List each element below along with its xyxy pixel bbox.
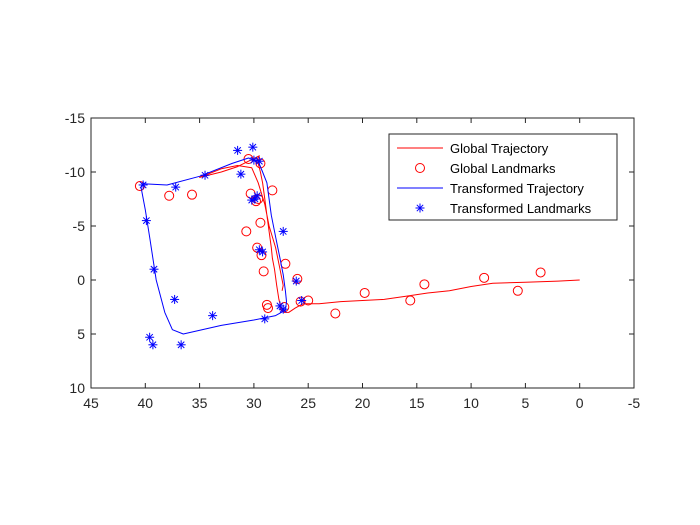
landmark-circle-point bbox=[359, 287, 370, 298]
landmark-asterisk-point bbox=[254, 156, 264, 166]
legend: Global Trajectory Global Landmarks Transfo… bbox=[388, 133, 618, 221]
landmark-asterisk-point bbox=[258, 247, 268, 257]
landmark-circle-point bbox=[512, 285, 523, 296]
landmark-asterisk-point bbox=[247, 195, 257, 205]
y-tick-label: 10 bbox=[69, 380, 85, 396]
landmark-circle-point bbox=[415, 163, 425, 173]
landmark-asterisk-point bbox=[170, 294, 180, 304]
trajectory-line bbox=[199, 155, 580, 313]
landmark-circle-point bbox=[241, 226, 252, 237]
landmark-circle-point bbox=[186, 189, 197, 200]
x-tick-label: 5 bbox=[522, 395, 530, 411]
landmark-asterisk-point bbox=[236, 169, 246, 179]
landmark-asterisk-point bbox=[148, 340, 158, 350]
y-tick-label: -10 bbox=[65, 164, 85, 180]
legend-item: Transformed Landmarks bbox=[415, 201, 592, 216]
landmark-circle-point bbox=[258, 266, 269, 277]
y-tick-label: -5 bbox=[73, 218, 86, 234]
landmark-asterisk-point bbox=[297, 296, 307, 306]
landmark-circle-point bbox=[255, 217, 266, 228]
landmark-circle-point bbox=[292, 273, 303, 284]
y-tick-label: 5 bbox=[77, 326, 85, 342]
x-tick-label: 15 bbox=[409, 395, 425, 411]
landmark-asterisk-point bbox=[278, 226, 288, 236]
landmark-asterisk-point bbox=[171, 182, 181, 192]
legend-item: Global Trajectory bbox=[397, 141, 549, 156]
landmark-circle-point bbox=[419, 279, 430, 290]
legend-label: Transformed Landmarks bbox=[450, 201, 592, 216]
legend-item: Transformed Trajectory bbox=[397, 181, 584, 196]
landmark-asterisk-point bbox=[252, 191, 262, 201]
series-transformed-landmarks bbox=[138, 142, 307, 350]
landmark-circle-point bbox=[263, 303, 274, 314]
landmark-circle-point bbox=[295, 296, 306, 307]
landmark-asterisk-point bbox=[260, 314, 270, 324]
landmark-circle-point bbox=[479, 272, 490, 283]
series-layer bbox=[134, 142, 580, 350]
legend-item: Global Landmarks bbox=[415, 161, 556, 176]
landmark-asterisk-point bbox=[291, 276, 301, 286]
landmark-asterisk-point bbox=[138, 180, 148, 190]
landmark-asterisk-point bbox=[278, 304, 288, 314]
landmark-asterisk-point bbox=[248, 142, 258, 152]
x-tick-label: 45 bbox=[83, 395, 99, 411]
landmark-asterisk-point bbox=[208, 311, 218, 321]
landmark-circle-point bbox=[330, 308, 341, 319]
legend-label: Transformed Trajectory bbox=[450, 181, 584, 196]
x-tick-label: 0 bbox=[576, 395, 584, 411]
landmark-circle-point bbox=[405, 295, 416, 306]
ticks-layer: 45 40 35 30 25 20 15 10 5 0 -5 -15 -10 -5 0 5 10 bbox=[65, 110, 641, 411]
x-tick-label: -5 bbox=[628, 395, 641, 411]
landmark-asterisk-point bbox=[415, 203, 425, 213]
x-tick-label: 30 bbox=[246, 395, 262, 411]
landmark-asterisk-point bbox=[249, 155, 259, 165]
series-global-trajectory bbox=[199, 155, 580, 313]
x-tick-label: 35 bbox=[192, 395, 208, 411]
landmark-asterisk-point bbox=[141, 216, 151, 226]
x-tick-label: 25 bbox=[300, 395, 316, 411]
landmark-asterisk-point bbox=[145, 332, 155, 342]
y-tick-label: 0 bbox=[77, 272, 85, 288]
landmark-asterisk-point bbox=[233, 145, 243, 155]
x-tick-label: 10 bbox=[463, 395, 479, 411]
x-tick-label: 40 bbox=[138, 395, 154, 411]
legend-label: Global Trajectory bbox=[450, 141, 549, 156]
landmark-asterisk-point bbox=[200, 170, 210, 180]
x-tick-label: 20 bbox=[355, 395, 371, 411]
legend-label: Global Landmarks bbox=[450, 161, 556, 176]
landmark-asterisk-point bbox=[149, 264, 159, 274]
landmark-circle-point bbox=[535, 267, 546, 278]
y-tick-label: -15 bbox=[65, 110, 85, 126]
landmark-asterisk-point bbox=[176, 340, 186, 350]
landmark-circle-point bbox=[164, 190, 175, 201]
